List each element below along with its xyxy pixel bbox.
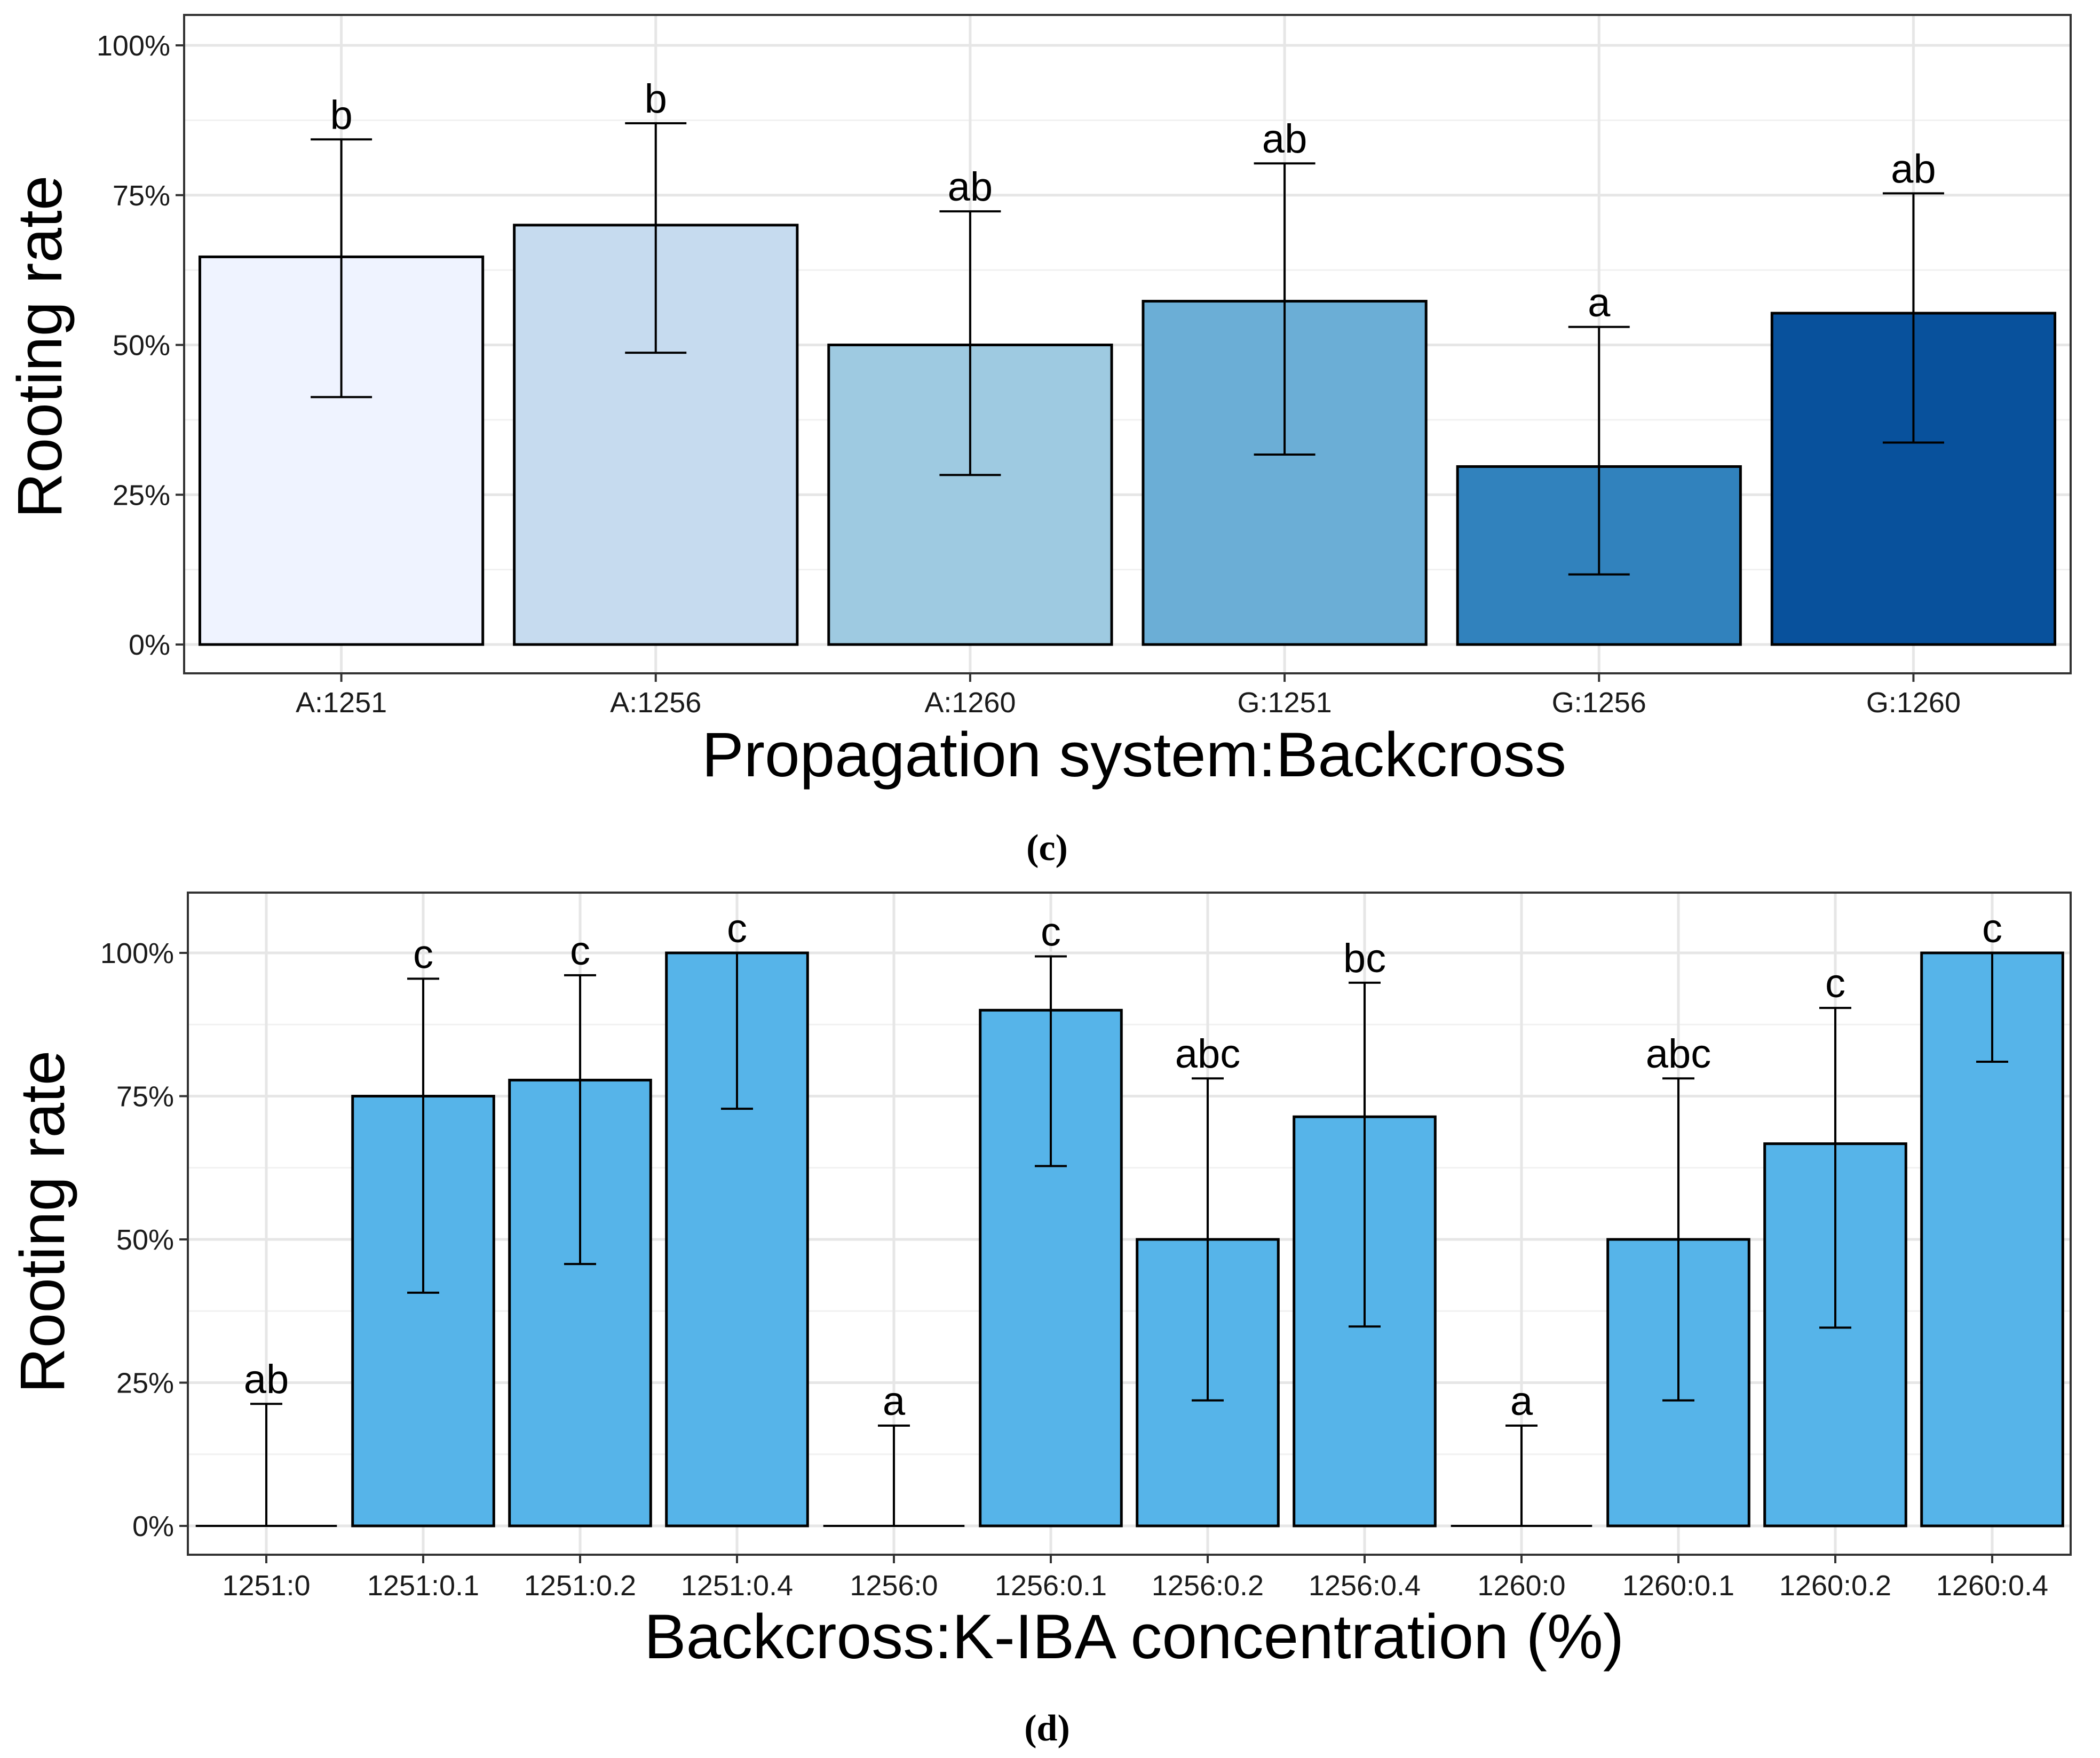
panel-d-caption: (d) [1024, 1708, 1070, 1749]
y-tick-label: 25% [116, 1367, 174, 1399]
x-tick-label: 1251:0.1 [367, 1570, 479, 1602]
x-tick-label: A:1260 [924, 687, 1016, 719]
x-tick-label: G:1251 [1238, 687, 1332, 719]
x-tick-label: A:1251 [296, 687, 387, 719]
panel-d-y-axis-title: Rooting rate [7, 1051, 78, 1394]
x-tick-label: 1256:0.1 [995, 1570, 1107, 1602]
significance-label-A:1260: ab [948, 164, 993, 210]
significance-label-1251:0.2: c [570, 928, 590, 974]
significance-label-1260:0.4: c [1982, 906, 2002, 951]
panel-d-axes: 0% 25% 50% 75% 100% 1251:0 1251:0.1 1251:0.2 125… [100, 892, 2072, 1602]
panel-c-chart: b b ab ab a ab 0% 25% 50% 75% 100% A:1251 A:1256 A:1… [5, 14, 2072, 869]
x-tick-label: 1260:0.2 [1779, 1570, 1891, 1602]
x-tick-label: 1260:0 [1477, 1570, 1565, 1602]
y-tick-label: 0% [132, 1510, 174, 1542]
significance-label-A:1251: b [330, 92, 352, 138]
significance-label-1260:0: a [1510, 1379, 1533, 1424]
x-tick-label: 1260:0.4 [1936, 1570, 2048, 1602]
significance-label-1251:0: ab [244, 1357, 289, 1402]
panel-border [187, 892, 2072, 1556]
y-tick-label: 75% [116, 1081, 174, 1113]
x-tick-label: G:1256 [1552, 687, 1646, 719]
panel-c-significance-labels: b b ab ab a ab [330, 76, 1936, 325]
significance-label-1256:0: a [883, 1379, 906, 1424]
x-tick-label: 1256:0.4 [1309, 1570, 1421, 1602]
significance-label-1260:0.2: c [1825, 961, 1845, 1006]
panel-c-caption: (c) [1026, 828, 1068, 869]
significance-label-1251:0.1: c [413, 932, 433, 977]
panel-c-bars [198, 224, 2057, 646]
y-tick-label: 75% [113, 180, 170, 212]
significance-label-A:1256: b [645, 76, 667, 122]
panel-c-error-bars [311, 122, 1944, 576]
y-tick-label: 100% [97, 30, 170, 62]
y-tick-label: 0% [129, 629, 170, 661]
significance-label-1251:0.4: c [727, 906, 747, 951]
y-tick-label: 50% [113, 330, 170, 362]
y-tick-label: 50% [116, 1224, 174, 1256]
panel-c-x-axis-title: Propagation system:Backcross [702, 720, 1566, 790]
panel-c-y-axis-title: Rooting rate [5, 176, 75, 519]
x-tick-label: 1251:0.4 [681, 1570, 793, 1602]
significance-label-G:1260: ab [1891, 146, 1936, 192]
y-tick-label: 100% [100, 937, 174, 969]
significance-label-G:1251: ab [1262, 116, 1307, 162]
x-tick-label: 1251:0.2 [524, 1570, 636, 1602]
x-tick-label: 1256:0.2 [1152, 1570, 1264, 1602]
bar-1251:0.1 [351, 1095, 495, 1528]
panel-d-x-axis-title: Backcross:K-IBA concentration (%) [644, 1602, 1624, 1672]
significance-label-1256:0.1: c [1041, 909, 1061, 954]
panel-d-error-bars [250, 952, 2008, 1526]
panel-c-axes: 0% 25% 50% 75% 100% A:1251 A:1256 A:1260 G:1251 G… [97, 14, 2072, 719]
x-tick-label: 1256:0 [850, 1570, 938, 1602]
x-tick-label: 1260:0.1 [1622, 1570, 1734, 1602]
significance-label-1256:0.2: abc [1175, 1031, 1241, 1077]
significance-label-G:1256: a [1588, 280, 1611, 325]
x-tick-label: G:1260 [1866, 687, 1961, 719]
y-tick-label: 25% [113, 479, 170, 511]
significance-label-1260:0.1: abc [1646, 1031, 1711, 1077]
x-tick-label: 1251:0 [222, 1570, 310, 1602]
significance-label-1256:0.4: bc [1343, 936, 1386, 981]
x-tick-label: A:1256 [610, 687, 701, 719]
